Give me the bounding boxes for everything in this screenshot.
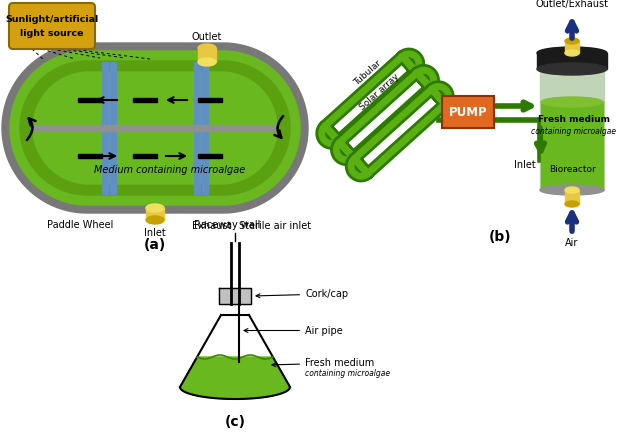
Ellipse shape	[198, 44, 216, 52]
Text: Air: Air	[565, 238, 579, 248]
Ellipse shape	[565, 50, 579, 56]
Polygon shape	[33, 72, 277, 184]
Text: Inlet: Inlet	[144, 228, 166, 238]
Polygon shape	[198, 48, 216, 62]
Text: Exhaust: Exhaust	[191, 221, 231, 231]
Polygon shape	[102, 62, 108, 194]
Text: Solar array: Solar array	[358, 72, 401, 112]
Ellipse shape	[146, 204, 164, 212]
Polygon shape	[219, 288, 251, 304]
Ellipse shape	[565, 38, 579, 44]
Text: Inlet: Inlet	[515, 160, 536, 170]
Text: Paddle Wheel: Paddle Wheel	[47, 220, 113, 230]
Text: Air pipe: Air pipe	[244, 326, 343, 336]
Polygon shape	[146, 208, 164, 220]
Text: Fresh medium: Fresh medium	[538, 115, 610, 125]
Ellipse shape	[146, 216, 164, 224]
Polygon shape	[33, 125, 277, 131]
Polygon shape	[541, 102, 603, 190]
Polygon shape	[194, 62, 200, 194]
Text: Outlet/Exhaust: Outlet/Exhaust	[536, 0, 609, 9]
Text: Medium containing microalgae: Medium containing microalgae	[94, 165, 246, 175]
Ellipse shape	[537, 47, 607, 59]
Text: containing microalgae: containing microalgae	[305, 368, 390, 378]
Text: Sunlight/artificial: Sunlight/artificial	[5, 14, 99, 24]
Text: Cork/cap: Cork/cap	[256, 289, 348, 299]
Polygon shape	[198, 154, 222, 158]
Polygon shape	[202, 62, 208, 194]
Polygon shape	[565, 190, 579, 204]
Polygon shape	[565, 41, 579, 53]
Text: (a): (a)	[144, 238, 166, 252]
Text: Raceway wall: Raceway wall	[194, 220, 260, 230]
Polygon shape	[133, 98, 157, 102]
Ellipse shape	[198, 58, 216, 66]
Polygon shape	[78, 98, 102, 102]
Polygon shape	[20, 61, 290, 195]
Polygon shape	[2, 43, 308, 213]
Polygon shape	[540, 53, 604, 190]
Text: (b): (b)	[489, 230, 511, 244]
Polygon shape	[537, 53, 607, 69]
Text: Fresh medium: Fresh medium	[272, 358, 374, 368]
Polygon shape	[180, 357, 290, 399]
Ellipse shape	[565, 187, 579, 193]
Polygon shape	[78, 154, 102, 158]
Polygon shape	[110, 62, 116, 194]
Polygon shape	[133, 154, 157, 158]
Polygon shape	[10, 51, 300, 205]
FancyBboxPatch shape	[442, 96, 494, 128]
Polygon shape	[198, 98, 222, 102]
Ellipse shape	[565, 201, 579, 207]
Text: light source: light source	[20, 28, 84, 38]
Ellipse shape	[540, 185, 604, 195]
Text: PUMP: PUMP	[449, 105, 487, 118]
Text: Outlet: Outlet	[192, 32, 222, 42]
Text: containing microalgae: containing microalgae	[531, 128, 616, 136]
Ellipse shape	[537, 63, 607, 75]
Ellipse shape	[541, 97, 603, 107]
Text: Tubular: Tubular	[352, 59, 383, 87]
Text: (c): (c)	[225, 415, 246, 429]
Text: Sterile air inlet: Sterile air inlet	[239, 221, 311, 231]
Text: Bioreactor: Bioreactor	[548, 166, 595, 174]
FancyBboxPatch shape	[9, 3, 95, 49]
